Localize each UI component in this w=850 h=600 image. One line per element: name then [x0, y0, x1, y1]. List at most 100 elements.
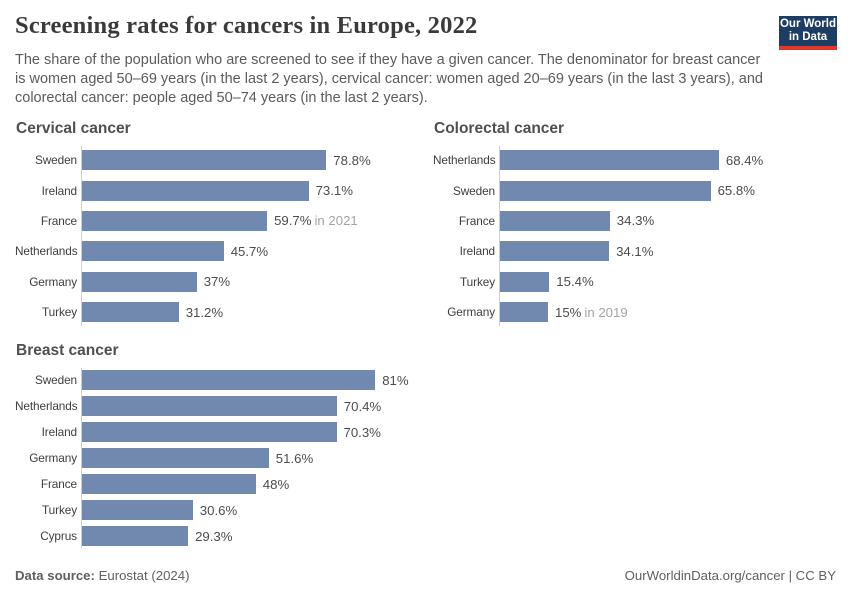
bar-row: Germany 51.6% [15, 445, 427, 471]
owid-logo-line2: in Data [788, 31, 828, 43]
y-axis-line [81, 146, 82, 327]
value-label: 48% [262, 476, 290, 492]
bar-row: Cyprus 29.3% [15, 523, 427, 549]
bar-row: Sweden 81% [15, 367, 427, 393]
category-label: Sweden [452, 183, 495, 198]
bar[interactable] [500, 241, 610, 262]
bar[interactable] [82, 210, 268, 231]
page-title: Screening rates for cancers in Europe, 2… [15, 12, 478, 39]
category-label: France [40, 477, 77, 491]
bar[interactable] [500, 271, 550, 292]
bar-row: Ireland 70.3% [15, 419, 427, 445]
chart-title: Breast cancer [16, 342, 119, 359]
bar-row: Germany 37% [15, 267, 427, 297]
bar[interactable] [82, 474, 256, 494]
category-label: Germany [29, 274, 77, 289]
data-source-label: Data source: [15, 568, 95, 583]
bar[interactable] [82, 422, 337, 442]
category-label: Germany [29, 451, 77, 465]
value-label: 15.4% [556, 274, 594, 290]
bar-row: Germany 15% in 2019 [433, 297, 845, 327]
bar-row: Ireland 34.1% [433, 236, 845, 266]
chart-cervical-cancer: Cervical cancer Sweden 78.8% Ireland 73.1% F… [15, 119, 427, 327]
value-label: 70.3% [343, 424, 381, 440]
value-label: 29.3% [195, 528, 233, 544]
bar[interactable] [82, 271, 197, 292]
bar[interactable] [82, 500, 193, 520]
bar[interactable] [500, 180, 711, 201]
chart-footer: Data source: Eurostat (2024) OurWorldinD… [15, 568, 836, 583]
chart-title: Cervical cancer [16, 120, 131, 137]
value-label: 31.2% [185, 304, 224, 320]
category-label: Netherlands [15, 399, 78, 413]
category-label: Ireland [41, 183, 77, 198]
value-label: 78.8% [333, 152, 371, 168]
bar[interactable] [500, 150, 719, 171]
value-label: 30.6% [199, 502, 238, 518]
bar-row: Netherlands 68.4% [433, 145, 845, 175]
chart-colorectal-cancer: Colorectal cancer Netherlands 68.4% Sweden… [433, 119, 845, 327]
category-label: Turkey [459, 274, 495, 289]
data-source: Data source: Eurostat (2024) [15, 568, 189, 583]
owid-logo[interactable]: Our World in Data [779, 16, 837, 50]
value-label: 51.6% [275, 450, 314, 466]
category-label: Ireland [459, 244, 495, 259]
bar[interactable] [82, 448, 269, 468]
bar-row: Netherlands 45.7% [15, 236, 427, 266]
chart-title: Colorectal cancer [434, 120, 565, 137]
value-label: 45.7% [230, 243, 269, 259]
bar[interactable] [82, 180, 309, 201]
bar[interactable] [82, 396, 337, 416]
value-label: 68.4% [725, 152, 764, 168]
owid-logo-line1: Our World [779, 18, 836, 30]
plot: Netherlands 68.4% Sweden 65.8% France 34.3% Ir… [433, 145, 845, 327]
attribution-link[interactable]: OurWorldinData.org/cancer | CC BY [624, 568, 836, 583]
category-label: Turkey [41, 503, 77, 517]
chart-breast-cancer: Breast cancer Sweden 81% Netherlands 70.4% I… [15, 341, 427, 549]
bar[interactable] [82, 370, 376, 390]
bar-row: France 34.3% [433, 206, 845, 236]
category-label: Sweden [34, 373, 77, 387]
value-label: 15% in 2019 [555, 304, 628, 320]
page-subtitle: The share of the population who are scre… [15, 52, 763, 106]
value-label: 81% [382, 372, 409, 388]
category-label: France [40, 213, 77, 228]
plot-rows: Sweden 78.8% Ireland 73.1% France 59.7% in 202… [15, 145, 427, 327]
value-note: in 2019 [584, 304, 628, 320]
bar-row: Sweden 78.8% [15, 145, 427, 175]
bar[interactable] [82, 302, 179, 323]
bar-row: Turkey 15.4% [433, 267, 845, 297]
plot-rows: Sweden 81% Netherlands 70.4% Ireland 70.3% Ger… [15, 367, 427, 549]
category-label: Netherlands [15, 244, 78, 259]
value-label: 34.1% [616, 243, 654, 259]
bar[interactable] [82, 241, 224, 262]
value-label: 70.4% [343, 398, 382, 414]
category-label: Netherlands [433, 153, 496, 168]
category-label: Germany [447, 305, 495, 320]
category-label: Turkey [41, 305, 77, 320]
value-note: in 2021 [314, 213, 358, 229]
bar[interactable] [500, 210, 610, 231]
bar[interactable] [82, 150, 327, 171]
bar-row: Turkey 31.2% [15, 297, 427, 327]
bar-row: Ireland 73.1% [15, 175, 427, 205]
bar-row: France 48% [15, 471, 427, 497]
plot-rows: Netherlands 68.4% Sweden 65.8% France 34.3% Ir… [433, 145, 845, 327]
category-label: France [458, 213, 495, 228]
value-label: 73.1% [315, 183, 353, 199]
bar-row: Turkey 30.6% [15, 497, 427, 523]
bar[interactable] [82, 526, 189, 546]
bar-row: France 59.7% in 2021 [15, 206, 427, 236]
plot: Sweden 78.8% Ireland 73.1% France 59.7% in 202… [15, 145, 427, 327]
y-axis-line [81, 368, 82, 548]
value-label: 37% [203, 274, 231, 290]
category-label: Cyprus [40, 529, 77, 543]
y-axis-line [499, 146, 500, 327]
value-label: 59.7% in 2021 [274, 213, 358, 229]
value-label: 34.3% [616, 213, 655, 229]
plot: Sweden 81% Netherlands 70.4% Ireland 70.3% Ger… [15, 367, 427, 549]
value-label: 65.8% [717, 183, 755, 199]
bar[interactable] [500, 302, 548, 323]
bar-row: Sweden 65.8% [433, 175, 845, 205]
